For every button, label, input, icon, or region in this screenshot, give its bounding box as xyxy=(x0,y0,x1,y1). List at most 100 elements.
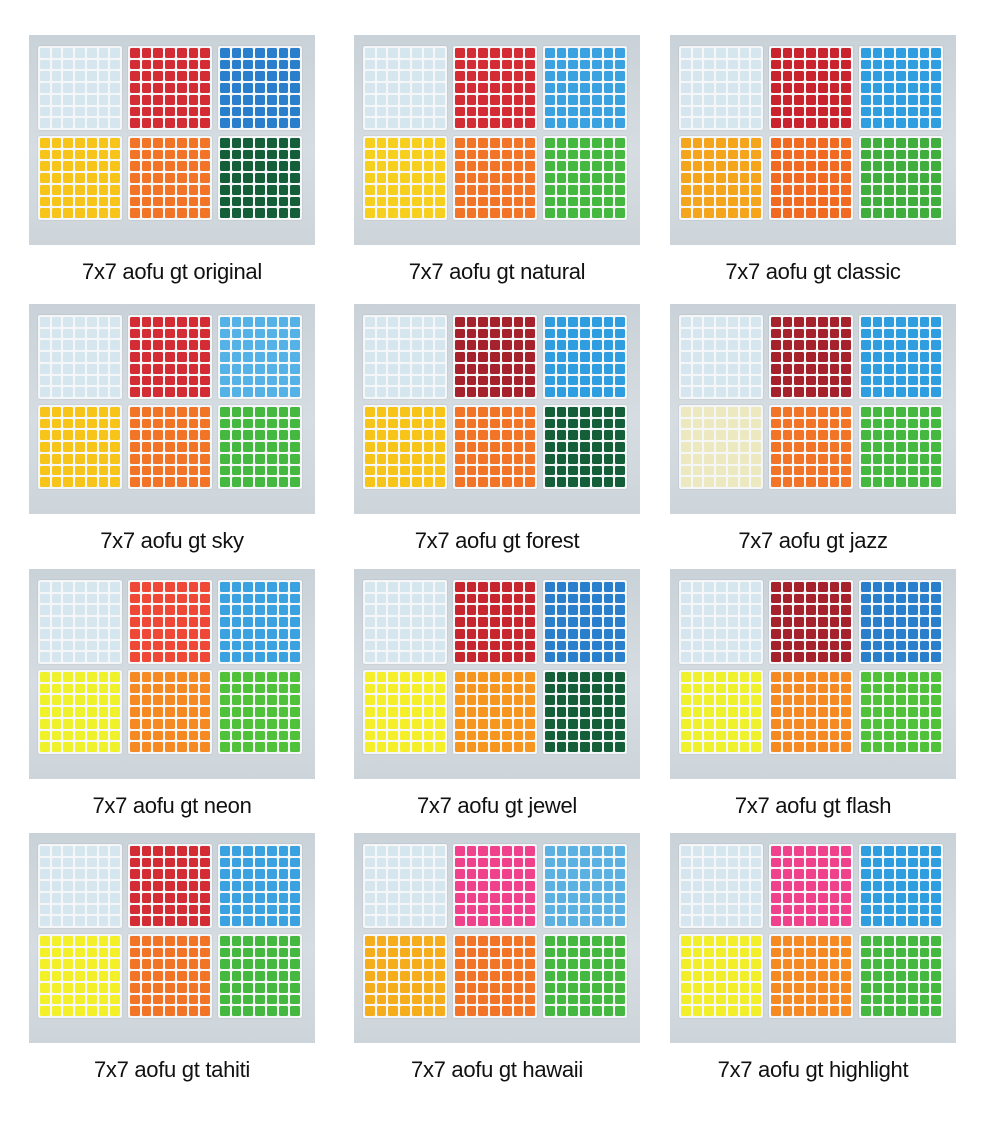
sticker-square xyxy=(63,196,74,207)
sticker-square xyxy=(255,718,265,729)
sticker-square xyxy=(466,352,477,362)
sticker-square xyxy=(376,881,387,891)
sticker-square xyxy=(681,161,691,172)
sticker-square xyxy=(455,59,465,70)
sticker-square xyxy=(919,340,930,351)
sticker-square xyxy=(278,936,289,946)
sticker-square xyxy=(615,892,625,903)
sticker-square xyxy=(716,881,726,891)
sticker-square xyxy=(829,453,840,464)
sticker-square xyxy=(739,453,750,464)
sticker-square xyxy=(794,605,805,616)
sticker-square xyxy=(153,71,164,82)
sticker-square xyxy=(545,994,555,1005)
sticker-square xyxy=(490,640,500,651)
sticker-square xyxy=(365,982,375,993)
sticker-square xyxy=(86,617,97,627)
sticker-square xyxy=(861,430,871,441)
sticker-square xyxy=(435,683,445,694)
sticker-square xyxy=(919,846,930,856)
sticker-square xyxy=(841,196,851,207)
sticker-square xyxy=(86,936,97,946)
sticker-square xyxy=(591,94,602,105)
sticker-square xyxy=(501,465,512,476)
sticker-square xyxy=(478,375,489,386)
sticker-square xyxy=(615,869,625,880)
sticker-square xyxy=(466,683,477,694)
sticker-square xyxy=(806,994,816,1005)
sticker-square xyxy=(907,138,918,148)
sticker-square xyxy=(478,605,489,616)
sticker-square xyxy=(751,605,761,616)
sticker-square xyxy=(51,640,62,651)
sticker-square xyxy=(75,959,85,970)
sticker-square xyxy=(165,892,175,903)
sticker-square xyxy=(130,582,140,592)
sticker-square xyxy=(63,94,74,105)
sticker-square xyxy=(817,652,828,662)
sticker-square xyxy=(931,1006,941,1016)
sticker-square xyxy=(739,628,750,639)
sticker-square xyxy=(603,418,614,429)
sticker-square xyxy=(525,71,535,82)
sticker-square xyxy=(794,582,805,592)
sticker-square xyxy=(727,628,738,639)
sticker-square xyxy=(455,593,465,604)
sticker-square xyxy=(872,605,883,616)
sticker-square xyxy=(110,994,120,1005)
sticker-square xyxy=(466,48,477,58)
sticker-square xyxy=(872,208,883,218)
sticker-square xyxy=(525,959,535,970)
sticker-square xyxy=(188,1006,199,1016)
sticker-square xyxy=(231,869,242,880)
sticker-square xyxy=(376,442,387,452)
sticker-square xyxy=(841,881,851,891)
sticker-square xyxy=(513,916,524,926)
sticker-square xyxy=(615,375,625,386)
sticker-square xyxy=(545,477,555,487)
sticker-square xyxy=(794,672,805,682)
orange-sheet xyxy=(453,670,537,754)
sticker-square xyxy=(907,892,918,903)
sticker-square xyxy=(40,959,50,970)
sticker-square xyxy=(919,628,930,639)
sticker-square xyxy=(153,869,164,880)
sticker-square xyxy=(525,617,535,627)
sticker-square xyxy=(841,742,851,752)
sticker-square xyxy=(751,106,761,117)
sticker-square xyxy=(704,881,715,891)
white-sheet xyxy=(363,844,447,928)
sticker-square xyxy=(266,208,277,218)
sticker-square xyxy=(86,959,97,970)
sticker-square xyxy=(411,387,422,397)
sticker-square xyxy=(919,208,930,218)
sticker-square xyxy=(751,695,761,706)
sticker-square xyxy=(716,695,726,706)
sticker-square xyxy=(872,904,883,915)
sticker-square xyxy=(188,48,199,58)
sticker-square xyxy=(556,869,567,880)
sticker-square xyxy=(455,465,465,476)
sticker-square xyxy=(931,582,941,592)
sticker-square xyxy=(829,593,840,604)
sticker-square xyxy=(751,465,761,476)
sticker-square xyxy=(615,138,625,148)
sticker-square xyxy=(110,94,120,105)
sticker-square xyxy=(861,161,871,172)
sticker-square xyxy=(692,387,703,397)
sticker-square xyxy=(896,161,906,172)
sticker-square xyxy=(110,582,120,592)
sticker-square xyxy=(278,994,289,1005)
sticker-square xyxy=(110,352,120,362)
sticker-square xyxy=(513,1006,524,1016)
sticker-square xyxy=(782,947,793,958)
sticker-square xyxy=(556,407,567,417)
sticker-square xyxy=(435,465,445,476)
sticker-square xyxy=(817,707,828,717)
sticker-square xyxy=(266,430,277,441)
sticker-square xyxy=(931,465,941,476)
sticker-square xyxy=(130,149,140,160)
sticker-square xyxy=(455,83,465,93)
sticker-square xyxy=(400,742,410,752)
sticker-square xyxy=(931,173,941,183)
